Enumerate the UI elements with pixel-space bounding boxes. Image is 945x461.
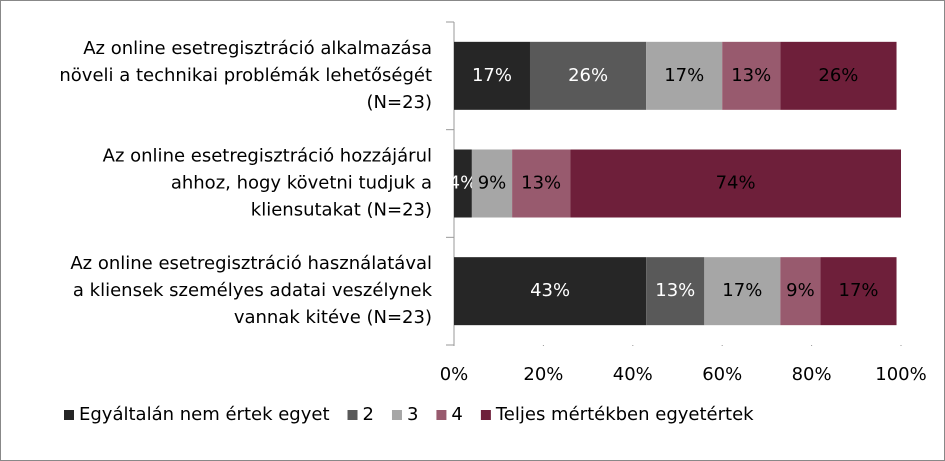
category-label: vannak kitéve (N=23) [234,307,432,328]
legend-swatch [64,410,74,420]
x-tick-label: 40% [613,364,653,385]
data-label: 4% [449,173,478,194]
data-label: 17% [722,280,762,301]
data-label: 43% [530,280,570,301]
data-label: 13% [521,173,561,194]
data-label: 17% [664,65,704,86]
bar-segment [570,149,901,218]
bar-segment [780,41,897,110]
x-tick-label: 20% [523,364,563,385]
bar-segment [646,257,705,326]
data-label: 13% [731,65,771,86]
legend-label: Egyáltalán nem értek egyet [79,404,330,425]
category-label: Az online esetregisztráció alkalmazása [83,38,432,59]
legend-swatch [347,410,358,420]
bar-segment [512,149,571,218]
category-label: a kliensek személyes adatai veszélynek [73,280,433,301]
legend-swatch [436,410,447,420]
bar-segment [454,257,647,326]
bar-segment [454,41,530,110]
bar-segment [454,149,472,218]
bar-segment [471,149,513,218]
legend-label: Teljes mértékben egyetértek [495,404,754,425]
data-label: 9% [786,280,815,301]
x-tick-label: 60% [702,364,742,385]
category-label: ahhoz, hogy követni tudjuk a [171,173,432,194]
legend-label: 4 [451,404,462,425]
data-label: 13% [655,280,695,301]
legend-label: 2 [363,404,374,425]
data-label: 26% [818,65,858,86]
category-label: kliensutakat (N=23) [251,200,432,221]
bar-segment [780,257,821,326]
legend-swatch [391,410,402,420]
x-tick-label: 80% [792,364,832,385]
legend-swatch [480,410,491,420]
data-label: 26% [568,65,608,86]
bar-segment [704,257,781,326]
bar-segment [722,41,781,110]
bar-segment [820,257,897,326]
category-label: Az online esetregisztráció hozzájárul [103,146,432,167]
data-label: 74% [716,173,756,194]
data-label: 9% [478,173,507,194]
bar-segment [529,41,647,110]
bar-segment [646,41,723,110]
x-tick-label: 0% [440,364,469,385]
category-label: növeli a technikai problémák lehetőségét [59,65,432,86]
category-label: (N=23) [367,92,433,113]
category-label: Az online esetregisztráció használatával [70,253,432,274]
data-label: 17% [839,280,879,301]
x-tick-label: 100% [875,364,926,385]
data-label: 17% [472,65,512,86]
legend-label: 3 [407,404,418,425]
